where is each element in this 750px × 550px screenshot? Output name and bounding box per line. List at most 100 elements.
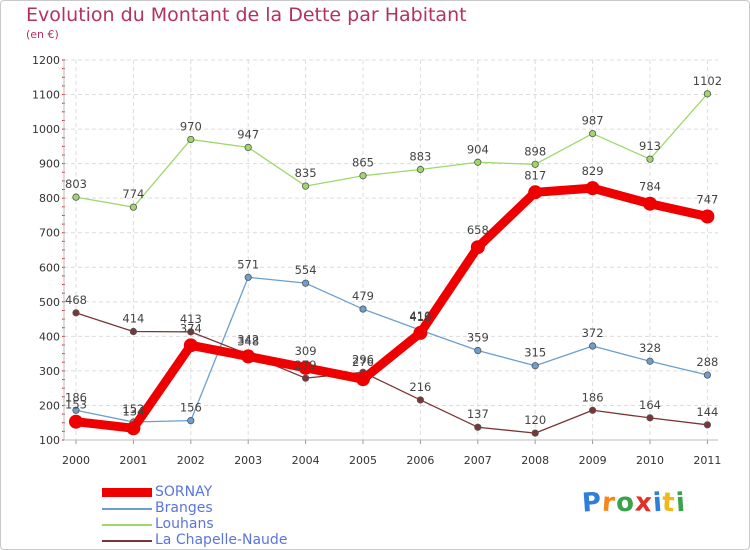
logo-letter: P <box>580 487 604 519</box>
data-label-sornay: 374 <box>180 321 202 335</box>
series-line-branges <box>75 276 709 423</box>
data-point-branges <box>359 305 367 313</box>
data-point-la-chapelle-naude <box>703 421 712 429</box>
legend-swatch <box>102 524 152 526</box>
legend-item: Branges <box>102 500 362 517</box>
data-label-la-chapelle-naude: 120 <box>524 413 546 427</box>
data-point-la-chapelle-naude <box>416 396 424 404</box>
x-tick-label: 2003 <box>234 454 262 467</box>
data-label-sornay: 309 <box>295 344 317 358</box>
data-label-sornay: 153 <box>65 398 87 412</box>
y-tick-label: 300 <box>39 365 60 378</box>
data-label-sornay: 829 <box>582 164 604 178</box>
data-point-sornay <box>413 325 428 340</box>
data-point-louhans <box>72 193 80 201</box>
data-point-la-chapelle-naude <box>72 309 80 317</box>
y-tick-label: 800 <box>39 192 60 205</box>
data-point-sornay <box>69 414 83 429</box>
chart-title: Evolution du Montant de la Dette par Hab… <box>26 4 467 26</box>
x-tick-label: 2002 <box>177 454 205 467</box>
series-line-la-chapelle-naude <box>75 312 709 434</box>
data-label-sornay: 276 <box>352 355 374 369</box>
data-label-la-chapelle-naude: 296 <box>352 352 374 366</box>
data-label-la-chapelle-naude: 348 <box>237 334 259 348</box>
data-point-louhans <box>129 203 137 211</box>
data-point-louhans <box>416 165 424 174</box>
chart-subtitle: (en €) <box>26 28 59 41</box>
data-point-branges <box>474 346 482 355</box>
data-point-la-chapelle-naude <box>588 406 597 414</box>
x-tick-label: 2008 <box>521 454 549 467</box>
data-label-branges: 418 <box>409 310 431 324</box>
x-tick-label: 2011 <box>693 454 721 467</box>
data-point-sornay <box>643 196 657 211</box>
y-tick-label: 200 <box>39 399 60 412</box>
y-tick-label: 1000 <box>32 123 60 136</box>
data-point-sornay <box>126 421 141 436</box>
data-label-la-chapelle-naude: 137 <box>467 407 489 421</box>
data-point-sornay <box>356 372 370 387</box>
data-label-la-chapelle-naude: 414 <box>122 312 144 326</box>
data-label-la-chapelle-naude: 468 <box>65 293 87 307</box>
series-branges <box>72 273 712 426</box>
x-tick-label: 2006 <box>406 454 434 467</box>
data-label-la-chapelle-naude: 279 <box>295 358 317 372</box>
x-tick-label: 2007 <box>464 454 492 467</box>
data-label-louhans: 865 <box>352 156 374 170</box>
y-tick-label: 1200 <box>32 54 60 67</box>
data-label-la-chapelle-naude: 413 <box>180 312 202 326</box>
data-point-branges <box>703 371 712 379</box>
data-label-branges: 372 <box>582 326 604 340</box>
legend-label: SORNAY <box>155 484 213 500</box>
y-tick-label: 700 <box>39 227 60 240</box>
y-tick-label: 500 <box>39 296 60 309</box>
data-point-louhans <box>244 143 252 151</box>
data-label-la-chapelle-naude: 216 <box>409 380 431 394</box>
data-point-louhans <box>531 160 539 168</box>
data-point-sornay <box>183 338 198 353</box>
data-label-sornay: 342 <box>237 332 259 346</box>
data-point-sornay <box>700 209 715 224</box>
y-tick-label: 900 <box>39 158 60 171</box>
data-label-branges: 554 <box>295 263 317 277</box>
data-label-louhans: 987 <box>582 114 604 128</box>
series-layer <box>69 90 715 437</box>
data-label-la-chapelle-naude: 186 <box>582 390 604 404</box>
data-point-louhans <box>301 182 310 190</box>
legend-swatch <box>102 540 152 542</box>
data-point-branges <box>646 357 654 365</box>
legend-item: Louhans <box>102 516 362 533</box>
data-label-branges: 315 <box>524 346 546 360</box>
logo-letter: i <box>674 487 687 519</box>
legend-swatch <box>102 488 152 497</box>
data-point-la-chapelle-naude <box>646 414 654 422</box>
data-label-sornay: 817 <box>524 168 546 182</box>
series-la-chapelle-naude <box>72 309 712 437</box>
data-label-sornay: 134 <box>122 404 144 418</box>
x-tick-label: 2000 <box>62 454 90 467</box>
data-point-branges <box>187 417 195 425</box>
data-label-louhans: 883 <box>409 150 431 164</box>
data-label-la-chapelle-naude: 164 <box>639 398 661 412</box>
data-point-branges <box>301 279 310 287</box>
y-tick-label: 400 <box>39 330 60 343</box>
y-tick-label: 100 <box>39 434 60 447</box>
data-point-louhans <box>359 172 367 180</box>
data-point-sornay <box>298 360 313 375</box>
proxiti-logo: Proxiti <box>580 487 687 519</box>
axis-layer: 100 200 300 400 500 600 700 800 900 1000 1100 1200 2… <box>32 54 721 467</box>
data-point-la-chapelle-naude <box>301 374 310 382</box>
data-point-la-chapelle-naude <box>531 429 539 437</box>
series-louhans <box>72 90 712 211</box>
data-label-branges: 571 <box>237 257 259 271</box>
x-tick-label: 2009 <box>579 454 607 467</box>
data-point-branges <box>244 273 252 281</box>
legend-label: Branges <box>155 500 213 516</box>
y-tick-label: 1100 <box>32 89 60 102</box>
data-point-louhans <box>187 135 195 144</box>
legend-item: La Chapelle-Naude <box>102 532 362 549</box>
data-point-sornay <box>528 185 543 200</box>
x-tick-label: 2004 <box>292 454 320 467</box>
